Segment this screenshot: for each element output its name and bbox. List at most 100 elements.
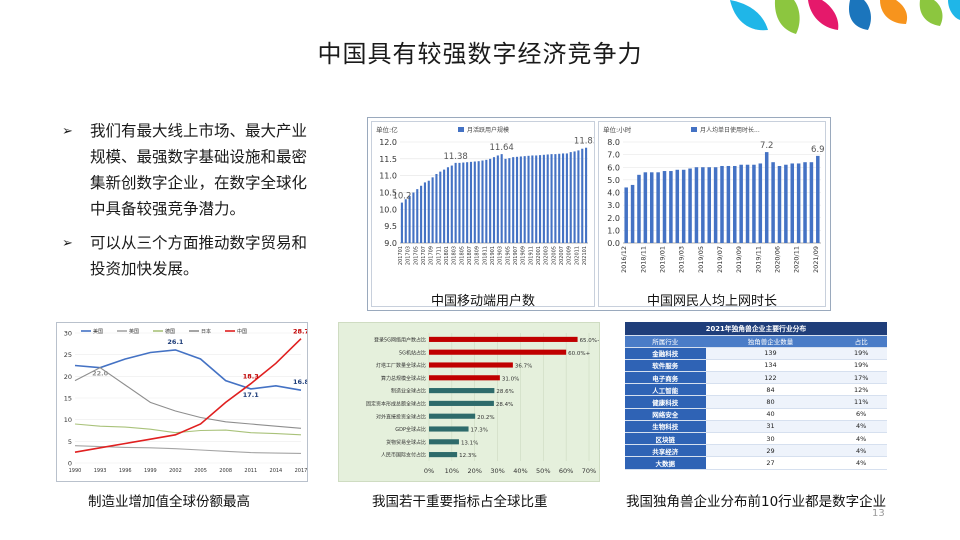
y-tick-label: 15 bbox=[64, 395, 72, 403]
category-label: 固定资本形成总额全球占比 bbox=[366, 400, 426, 407]
series-line bbox=[74, 338, 302, 453]
bar bbox=[527, 155, 530, 243]
bar bbox=[429, 413, 476, 419]
category-label: 登录5G网络用户数占比 bbox=[374, 336, 426, 343]
bar bbox=[558, 153, 561, 243]
bar bbox=[581, 148, 584, 243]
bar bbox=[466, 162, 469, 243]
bar bbox=[408, 195, 411, 243]
legend-label: 美国 bbox=[93, 328, 103, 335]
bar bbox=[758, 163, 763, 243]
mobile-users-chart: 单位:亿 月活跃用户规模 12.0 11.5 11.0 10.5 10.0 9.5 9.0 10.… bbox=[376, 125, 598, 265]
leaf-orange bbox=[880, 0, 908, 24]
mobile-users-chart-panel: 单位:亿 月活跃用户规模 12.0 11.5 11.0 10.5 10.0 9.5 9.0 10.… bbox=[371, 121, 598, 309]
x-tick-label: 201809 bbox=[475, 246, 481, 265]
x-tick-label: 2017 bbox=[295, 468, 307, 474]
global-share-chart-panel: 0% 10% 20% 30% 40% 50% 60% 70% 登录5G网络用户数占比 65.0%+… bbox=[338, 322, 602, 482]
data-label: 12.3% bbox=[459, 453, 476, 459]
table-cell: 31 bbox=[705, 420, 836, 434]
bar bbox=[477, 161, 480, 243]
bar bbox=[404, 199, 407, 243]
manufacturing-caption: 制造业增加值全球份额最高 bbox=[88, 494, 250, 510]
bar bbox=[431, 177, 434, 243]
table-row: 网络安全 40 6% bbox=[625, 408, 887, 421]
bar bbox=[577, 150, 580, 243]
x-tick-label: 2019/01 bbox=[659, 246, 667, 273]
bar bbox=[508, 158, 511, 243]
data-label: 16.8 bbox=[293, 378, 307, 386]
table-cell: 4% bbox=[835, 432, 887, 446]
data-label: 6.9 bbox=[811, 145, 825, 155]
x-tick-label: 201803 bbox=[452, 246, 458, 265]
bar bbox=[427, 180, 430, 243]
table-row: 健康科技 80 11% bbox=[625, 395, 887, 409]
y-tick-label: 30 bbox=[64, 330, 72, 338]
table-row: 金融科技 139 19% bbox=[625, 347, 887, 360]
bar bbox=[454, 162, 457, 243]
y-tick-label: 1.0 bbox=[607, 226, 620, 235]
bar bbox=[429, 349, 567, 355]
arrow-bullet-icon: ➢ bbox=[62, 236, 73, 251]
bar bbox=[637, 174, 641, 243]
bar bbox=[485, 159, 488, 243]
y-tick-label: 6.0 bbox=[607, 163, 620, 172]
unicorn-caption: 我国独角兽企业分布前10行业都是数字企业 bbox=[626, 494, 887, 510]
x-tick-label: 201903 bbox=[498, 246, 504, 265]
table-row: 共享经济 29 4% bbox=[625, 444, 887, 458]
x-tick-label: 201911 bbox=[528, 246, 534, 265]
bar bbox=[481, 160, 484, 243]
table-cell: 健康科技 bbox=[625, 395, 706, 409]
data-label: 28.4% bbox=[496, 402, 513, 408]
x-tick-label: 201907 bbox=[513, 246, 519, 265]
x-tick-label: 2020/06 bbox=[773, 246, 781, 273]
x-tick-label: 2021/09 bbox=[812, 246, 820, 273]
legend-label: 中国 bbox=[237, 328, 247, 335]
y-tick-label: 0.0 bbox=[607, 239, 620, 248]
bar bbox=[777, 165, 782, 243]
x-tick-label: 2018/11 bbox=[639, 246, 647, 273]
x-tick-label: 2011 bbox=[244, 468, 257, 474]
y-tick-label: 10.5 bbox=[379, 189, 397, 198]
x-tick-label: 201801 bbox=[444, 246, 450, 265]
x-tick-label: 201807 bbox=[467, 246, 473, 265]
table-cell: 大数据 bbox=[625, 456, 706, 470]
unicorn-table-header: 所属行业 独角兽企业数量 占比 bbox=[625, 335, 887, 348]
bar bbox=[535, 155, 538, 243]
data-label: 13.1% bbox=[461, 440, 478, 446]
bar bbox=[662, 171, 667, 243]
x-tick-label: 201705 bbox=[413, 246, 419, 265]
category-label: 制造业全球占比 bbox=[391, 388, 426, 395]
x-tick-label: 2019/03 bbox=[678, 246, 686, 273]
bar bbox=[630, 184, 635, 243]
x-tick-label: 10% bbox=[445, 467, 459, 475]
bar bbox=[713, 167, 718, 243]
bar bbox=[531, 155, 534, 243]
bar bbox=[429, 452, 458, 458]
bar bbox=[458, 162, 461, 243]
category-label: 算力总规模全球占比 bbox=[381, 375, 426, 382]
x-tick-label: 202009 bbox=[567, 246, 573, 265]
bar bbox=[462, 162, 465, 243]
bar bbox=[538, 155, 542, 243]
series-line bbox=[74, 423, 302, 436]
bar bbox=[784, 164, 788, 243]
x-tick-label: 30% bbox=[490, 467, 504, 475]
x-tick-label: 70% bbox=[582, 467, 596, 475]
x-tick-label: 1990 bbox=[69, 468, 82, 474]
bar bbox=[562, 153, 565, 243]
y-tick-label: 7.0 bbox=[607, 151, 620, 160]
data-label: 11.83 bbox=[574, 137, 594, 147]
x-tick-label: 201711 bbox=[436, 246, 442, 265]
x-tick-label: 201805 bbox=[459, 246, 465, 265]
bar bbox=[429, 336, 578, 342]
bar bbox=[803, 162, 807, 243]
bar bbox=[504, 158, 507, 243]
column-header: 所属行业 bbox=[625, 335, 706, 348]
data-label: 20.2% bbox=[477, 415, 494, 421]
x-tick-label: 202007 bbox=[559, 246, 565, 265]
legend-label: 月人均单日使用时长... bbox=[700, 126, 760, 134]
bar bbox=[771, 162, 775, 243]
online-time-chart-panel: 单位:小时 月人均单日使用时长... 8.0 7.0 6.0 5.0 4.0 3.0 2.0 1.… bbox=[598, 121, 826, 309]
bar bbox=[550, 154, 553, 243]
bar bbox=[429, 362, 513, 368]
